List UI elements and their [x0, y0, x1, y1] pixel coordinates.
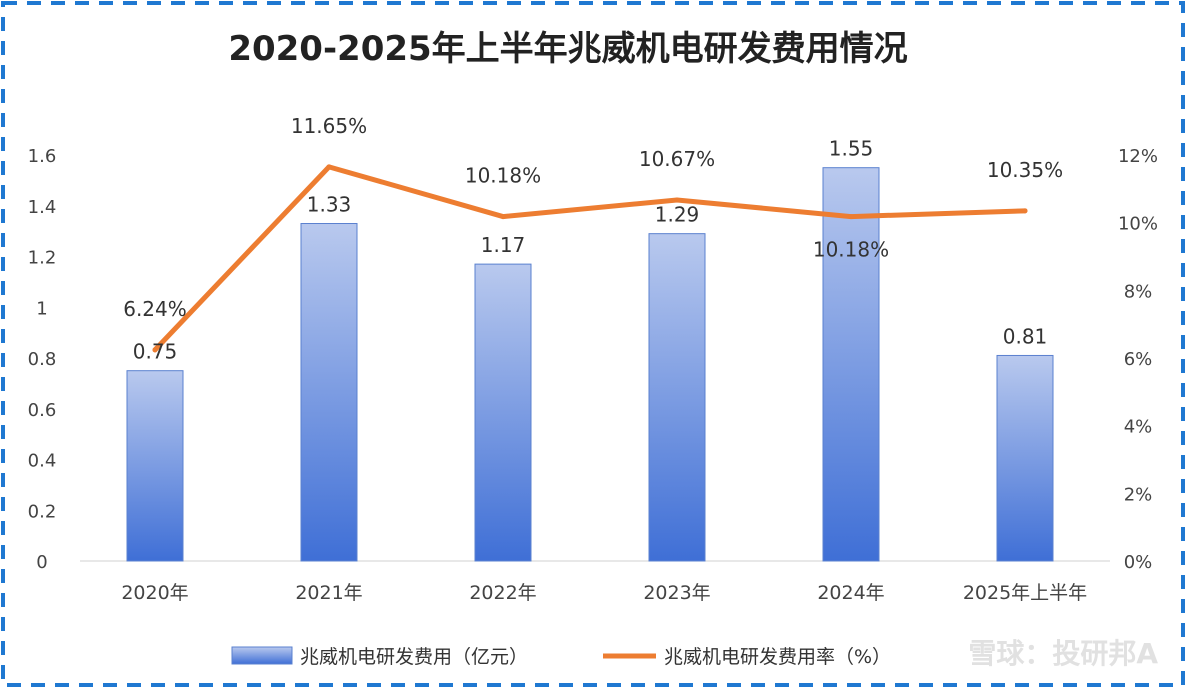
y-right-tick-label: 2%	[1124, 484, 1153, 505]
x-tick-label: 2023年	[643, 582, 710, 604]
bar-value-label: 1.33	[307, 193, 352, 217]
chart-title: 2020-2025年上半年兆威机电研发费用情况	[228, 29, 907, 69]
bar	[300, 223, 358, 562]
bar	[822, 167, 880, 562]
x-tick-label: 2022年	[469, 582, 536, 604]
y-left-tick-label: 1.2	[28, 248, 57, 269]
bar	[474, 263, 532, 562]
y-right-tick-label: 4%	[1124, 417, 1153, 438]
y-left-tick-label: 1	[36, 298, 47, 319]
y-left-tick-label: 0.4	[28, 451, 57, 472]
x-tick-label: 2025年上半年	[963, 582, 1087, 604]
bar	[996, 354, 1054, 562]
line-value-label: 10.18%	[813, 238, 889, 262]
bar-value-label: 0.75	[133, 340, 178, 364]
bar-value-label: 0.81	[1003, 324, 1048, 348]
x-tick-label: 2021年	[295, 582, 362, 604]
line-point	[674, 197, 680, 203]
line-point	[152, 347, 158, 353]
line-value-label: 6.24%	[123, 297, 187, 321]
y-right-tick-label: 0%	[1124, 552, 1153, 573]
y-left-tick-label: 0.8	[28, 349, 57, 370]
line-point	[848, 214, 854, 220]
line-point	[500, 214, 506, 220]
line-value-label: 10.35%	[987, 158, 1063, 182]
line-series	[152, 164, 1028, 353]
legend-bar-label: 兆威机电研发费用（亿元）	[300, 646, 528, 668]
line-point	[326, 164, 332, 170]
x-tick-label: 2020年	[121, 582, 188, 604]
bar-value-label: 1.17	[481, 233, 526, 257]
y-left-tick-label: 0.6	[28, 400, 57, 421]
y-left-tick-label: 1.4	[28, 197, 57, 218]
y-right-tick-label: 12%	[1118, 146, 1158, 167]
y-left-tick-label: 1.6	[28, 146, 57, 167]
line-value-label: 10.67%	[639, 147, 715, 171]
legend-line-label: 兆威机电研发费用率（%）	[664, 646, 891, 668]
line-value-label: 11.65%	[291, 114, 367, 138]
y-right-tick-label: 6%	[1124, 349, 1153, 370]
line-point	[1022, 208, 1028, 214]
bar-value-label: 1.29	[655, 203, 700, 227]
y-left-tick-label: 0	[36, 552, 47, 573]
bar	[126, 370, 184, 562]
y-right-tick-label: 8%	[1124, 281, 1153, 302]
line-value-label: 10.18%	[465, 164, 541, 188]
legend-bar-swatch	[231, 646, 293, 665]
bar	[648, 233, 706, 562]
y-left-tick-label: 0.2	[28, 501, 57, 522]
bar-value-label: 1.55	[829, 137, 874, 161]
x-tick-label: 2024年	[817, 582, 884, 604]
y-right-tick-label: 10%	[1118, 214, 1158, 235]
